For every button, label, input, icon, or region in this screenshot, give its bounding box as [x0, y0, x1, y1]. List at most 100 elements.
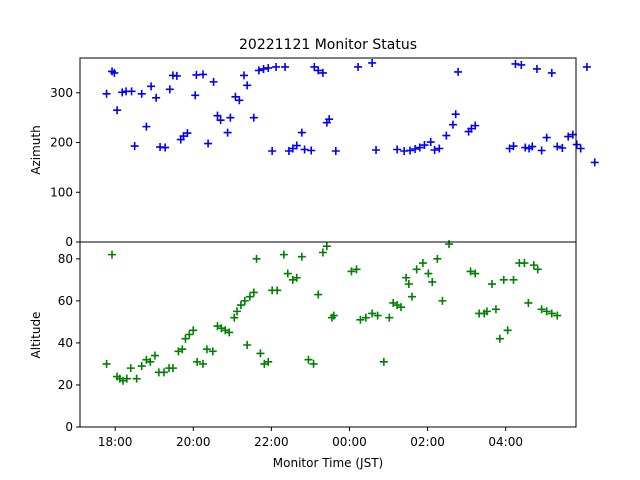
- azimuth-point: [161, 143, 170, 152]
- altitude-point: [503, 326, 512, 335]
- altitude-point: [245, 292, 254, 301]
- azimuth-series: [102, 58, 599, 167]
- azimuth-point: [517, 60, 526, 69]
- altitude-point: [279, 250, 288, 259]
- azimuth-point: [216, 116, 225, 125]
- azimuth-point: [582, 62, 591, 71]
- azimuth-point: [110, 68, 119, 77]
- altitude-point: [264, 357, 273, 366]
- azimuth-point: [411, 145, 420, 154]
- altitude-point: [168, 364, 177, 373]
- azimuth-point: [393, 145, 402, 154]
- azimuth-point: [576, 144, 585, 153]
- altitude-panel: 0 20 40 60 80 Altitude: [29, 240, 577, 434]
- x-tick-label: 22:00: [254, 435, 289, 449]
- azimuth-point: [297, 128, 306, 137]
- altitude-point: [252, 254, 261, 263]
- altitude-point: [533, 265, 542, 274]
- azimuth-point: [430, 146, 439, 154]
- altitude-point: [361, 313, 370, 322]
- altitude-point: [466, 267, 475, 276]
- azimuth-point: [553, 142, 562, 151]
- azimuth-point: [471, 121, 480, 130]
- azimuth-point: [325, 115, 334, 124]
- altitude-point: [297, 252, 306, 261]
- azimuth-point: [307, 146, 316, 155]
- azimuth-point: [354, 62, 363, 71]
- altitude-point: [122, 374, 131, 383]
- azimuth-point: [264, 63, 273, 72]
- azimuth-point: [454, 67, 463, 76]
- azimuth-point: [542, 133, 551, 142]
- azimuth-point: [435, 144, 444, 153]
- altitude-point: [240, 296, 249, 305]
- azimuth-point: [127, 87, 136, 96]
- azimuth-point: [281, 62, 290, 71]
- azimuth-point: [102, 89, 111, 98]
- azimuth-y-tick-label: 300: [50, 86, 73, 100]
- azimuth-point: [147, 82, 156, 91]
- altitude-point: [495, 334, 504, 343]
- azimuth-point: [590, 158, 599, 167]
- altitude-point: [471, 269, 480, 278]
- azimuth-point: [521, 143, 530, 152]
- x-tick-label: 02:00: [410, 435, 445, 449]
- azimuth-point: [213, 111, 222, 120]
- altitude-point: [202, 345, 211, 354]
- azimuth-y-tick-label: 100: [50, 185, 73, 199]
- altitude-point: [309, 359, 318, 368]
- altitude-point: [137, 362, 146, 371]
- azimuth-point: [118, 88, 127, 97]
- azimuth-point: [199, 70, 208, 79]
- azimuth-point: [415, 143, 424, 152]
- x-tick-label: 00:00: [332, 435, 367, 449]
- altitude-point: [273, 286, 282, 295]
- azimuth-point: [572, 140, 581, 149]
- azimuth-point: [528, 142, 537, 151]
- azimuth-point: [451, 110, 460, 119]
- azimuth-point: [368, 58, 377, 67]
- azimuth-point: [292, 141, 301, 150]
- altitude-point: [108, 250, 117, 259]
- azimuth-point: [442, 131, 451, 140]
- altitude-point: [150, 351, 159, 360]
- x-tick-label: 20:00: [176, 435, 211, 449]
- altitude-y-axis: 0 20 40 60 80: [58, 252, 80, 434]
- altitude-y-tick-label: 40: [58, 336, 73, 350]
- altitude-point: [520, 259, 529, 268]
- azimuth-point: [165, 85, 174, 94]
- azimuth-panel: 0 100 200 300 Azimuth: [29, 57, 599, 249]
- altitude-point: [404, 280, 413, 289]
- azimuth-point: [272, 62, 281, 71]
- altitude-point: [249, 288, 258, 297]
- x-axis-label: Monitor Time (JST): [273, 456, 383, 470]
- altitude-point: [418, 259, 427, 268]
- altitude-point: [542, 307, 551, 316]
- azimuth-point: [564, 132, 573, 141]
- altitude-point: [185, 330, 194, 339]
- altitude-point: [322, 242, 331, 251]
- azimuth-point: [532, 64, 541, 73]
- altitude-point: [424, 269, 433, 278]
- azimuth-point: [142, 122, 151, 131]
- altitude-point: [243, 341, 252, 350]
- azimuth-point: [511, 59, 520, 68]
- azimuth-point: [448, 120, 457, 129]
- x-axis: 18:00 20:00 22:00 00:00 02:00 04:00: [98, 427, 523, 449]
- azimuth-point: [209, 77, 218, 86]
- altitude-point: [547, 309, 556, 318]
- altitude-y-tick-label: 0: [65, 420, 73, 434]
- altitude-point: [397, 303, 406, 312]
- azimuth-point: [223, 128, 232, 137]
- altitude-point: [445, 240, 454, 249]
- azimuth-point: [249, 113, 258, 122]
- altitude-point: [385, 313, 394, 322]
- azimuth-point: [113, 106, 122, 115]
- altitude-point: [509, 275, 518, 284]
- altitude-point: [428, 277, 437, 286]
- azimuth-point: [547, 68, 556, 77]
- azimuth-point: [231, 92, 240, 101]
- azimuth-point: [240, 71, 249, 80]
- azimuth-point: [314, 66, 323, 75]
